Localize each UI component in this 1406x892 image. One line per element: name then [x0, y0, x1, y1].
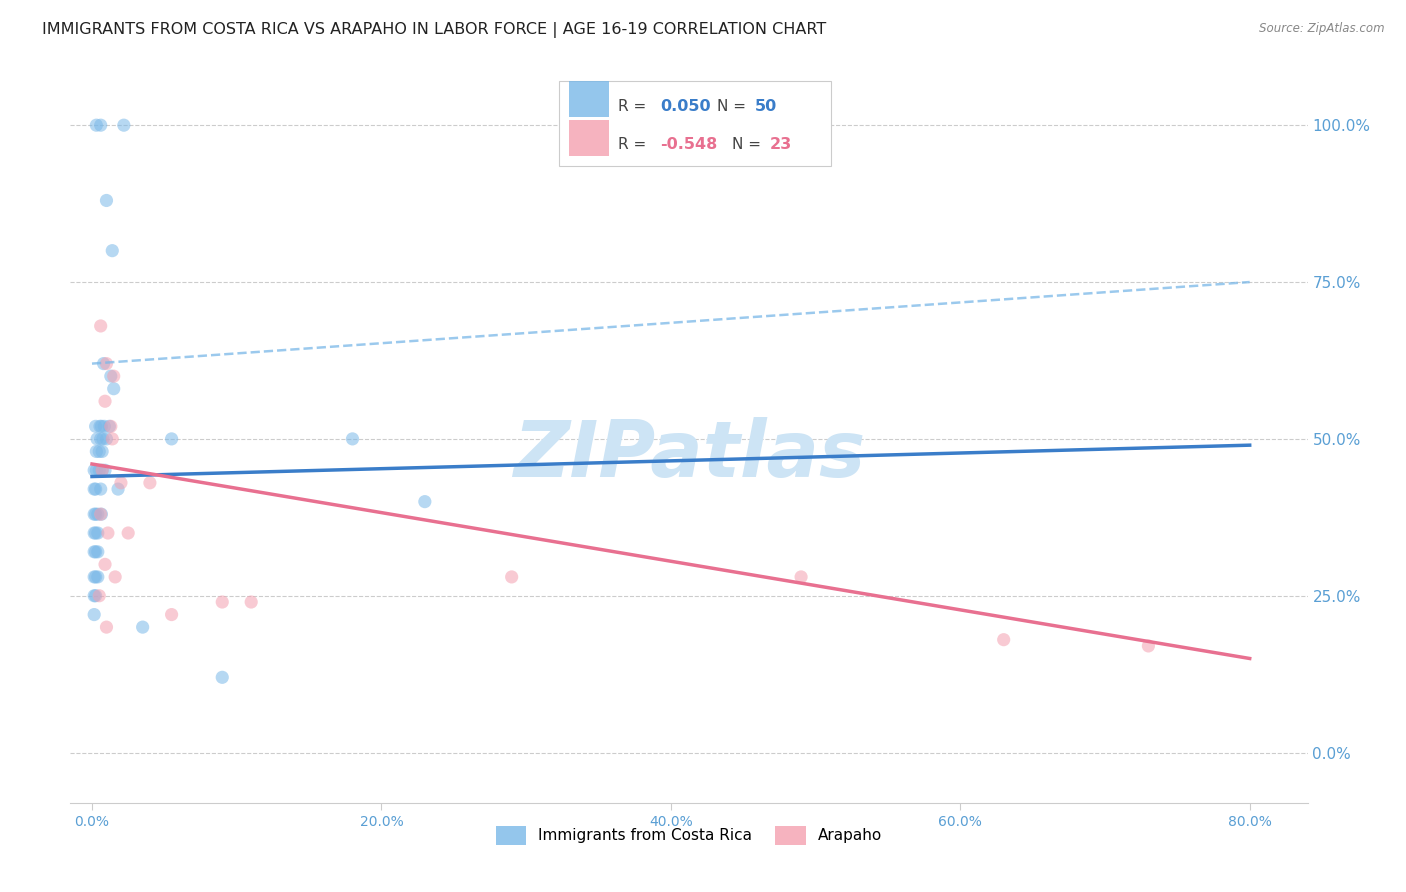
- Point: [89, 419, 111, 434]
- Text: 23: 23: [769, 137, 792, 153]
- Point: [84, 589, 107, 603]
- Point: [89, 589, 111, 603]
- Point: [160, 432, 183, 446]
- Point: [90, 507, 112, 521]
- Point: [89, 463, 111, 477]
- Point: [101, 432, 124, 446]
- Point: [86, 118, 108, 132]
- Point: [90, 432, 112, 446]
- Point: [83, 507, 105, 521]
- Point: [93, 419, 115, 434]
- FancyBboxPatch shape: [569, 81, 609, 117]
- Text: Source: ZipAtlas.com: Source: ZipAtlas.com: [1260, 22, 1385, 36]
- Point: [90, 419, 112, 434]
- Point: [501, 570, 523, 584]
- Text: 50: 50: [755, 99, 776, 114]
- Point: [83, 607, 105, 622]
- Point: [112, 118, 135, 132]
- Point: [100, 369, 122, 384]
- Text: ZIPatlas: ZIPatlas: [513, 417, 865, 493]
- Point: [97, 526, 120, 541]
- Point: [94, 463, 117, 477]
- Point: [84, 482, 107, 496]
- Point: [103, 382, 125, 396]
- Point: [211, 670, 233, 684]
- Point: [96, 194, 118, 208]
- Point: [91, 444, 114, 458]
- Point: [91, 463, 114, 477]
- Point: [87, 570, 110, 584]
- Point: [90, 482, 112, 496]
- Legend: Immigrants from Costa Rica, Arapaho: Immigrants from Costa Rica, Arapaho: [489, 820, 889, 851]
- Text: 0.050: 0.050: [661, 99, 711, 114]
- Point: [139, 475, 162, 490]
- Point: [993, 632, 1015, 647]
- Point: [91, 432, 114, 446]
- Point: [211, 595, 233, 609]
- Point: [83, 589, 105, 603]
- FancyBboxPatch shape: [569, 120, 609, 156]
- Point: [86, 432, 108, 446]
- Text: R =: R =: [619, 137, 651, 153]
- Point: [107, 482, 129, 496]
- Point: [90, 318, 112, 333]
- Text: -0.548: -0.548: [661, 137, 717, 153]
- Point: [83, 482, 105, 496]
- FancyBboxPatch shape: [560, 81, 831, 166]
- Point: [84, 419, 107, 434]
- Point: [413, 494, 436, 508]
- Point: [342, 432, 364, 446]
- Text: R =: R =: [619, 99, 651, 114]
- Point: [90, 507, 112, 521]
- Point: [96, 432, 118, 446]
- Point: [93, 357, 115, 371]
- Point: [117, 526, 139, 541]
- Point: [160, 607, 183, 622]
- Point: [96, 620, 118, 634]
- Point: [131, 620, 153, 634]
- Point: [96, 357, 118, 371]
- Point: [101, 244, 124, 258]
- Point: [103, 369, 125, 384]
- Point: [89, 444, 111, 458]
- Point: [104, 570, 127, 584]
- Point: [83, 463, 105, 477]
- Point: [100, 419, 122, 434]
- Text: IMMIGRANTS FROM COSTA RICA VS ARAPAHO IN LABOR FORCE | AGE 16-19 CORRELATION CHA: IMMIGRANTS FROM COSTA RICA VS ARAPAHO IN…: [42, 22, 827, 38]
- Point: [94, 558, 117, 572]
- Point: [84, 545, 107, 559]
- Point: [240, 595, 263, 609]
- Point: [83, 526, 105, 541]
- Point: [87, 526, 110, 541]
- Point: [91, 463, 114, 477]
- Point: [110, 475, 132, 490]
- Point: [84, 507, 107, 521]
- Point: [83, 570, 105, 584]
- Point: [94, 394, 117, 409]
- Point: [87, 507, 110, 521]
- Point: [790, 570, 813, 584]
- Point: [84, 570, 107, 584]
- Point: [86, 444, 108, 458]
- Point: [86, 463, 108, 477]
- Point: [87, 545, 110, 559]
- Point: [98, 419, 121, 434]
- Text: N =: N =: [733, 137, 766, 153]
- Point: [90, 118, 112, 132]
- Point: [83, 545, 105, 559]
- Point: [1137, 639, 1160, 653]
- Point: [84, 526, 107, 541]
- Text: N =: N =: [717, 99, 751, 114]
